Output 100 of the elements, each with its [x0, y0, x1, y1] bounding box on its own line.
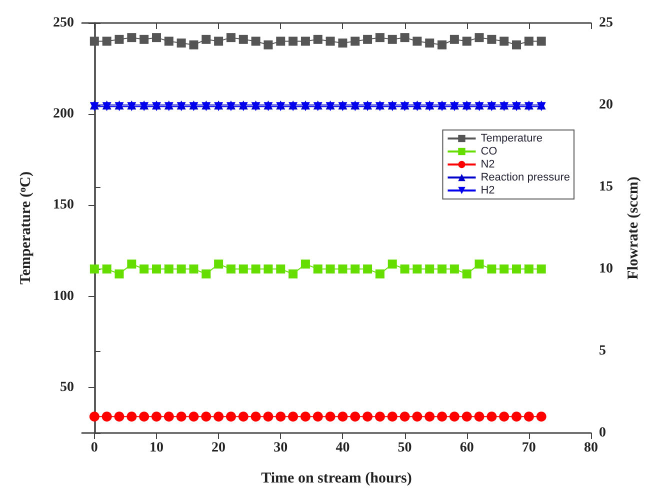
point [338, 264, 348, 274]
point [202, 34, 211, 44]
y-tick-label: 100 [53, 288, 74, 304]
point [152, 264, 161, 274]
y-tick-label: 50 [60, 380, 74, 395]
y2-axis-title: Flowrate (sccm) [626, 176, 642, 280]
x-tick-label: 10 [149, 440, 164, 456]
point [139, 412, 150, 422]
point [176, 264, 186, 274]
point [462, 269, 472, 278]
x-tick-label: 40 [336, 440, 350, 456]
point [536, 36, 546, 46]
point [500, 264, 509, 274]
point [226, 33, 236, 42]
point [412, 36, 422, 46]
point [114, 412, 124, 422]
point [313, 264, 322, 274]
point [388, 34, 397, 44]
point [251, 36, 260, 46]
point [338, 412, 348, 422]
x-tick-label: 80 [584, 440, 598, 456]
legend-label: CO [480, 146, 498, 158]
point [300, 260, 310, 269]
point [425, 38, 434, 48]
y-tick-label: 150 [53, 198, 74, 213]
point [89, 412, 100, 422]
point [412, 264, 422, 274]
point [424, 412, 435, 422]
point [90, 264, 99, 274]
legend-label: H2 [480, 184, 495, 196]
point [500, 36, 509, 46]
point [449, 412, 460, 422]
point [250, 412, 261, 422]
point [276, 36, 286, 46]
point [388, 260, 397, 269]
point [189, 40, 198, 50]
point [326, 36, 335, 46]
point [462, 36, 472, 46]
point [238, 412, 248, 422]
point [412, 412, 422, 422]
x-tick-label: 70 [522, 440, 536, 456]
point [524, 36, 534, 46]
point [214, 412, 224, 422]
legend-label: Reaction pressure [480, 172, 570, 184]
x-tick-label: 0 [90, 440, 98, 456]
point [152, 412, 162, 422]
point [487, 34, 496, 44]
point [251, 264, 260, 274]
point [189, 264, 198, 274]
point [474, 260, 484, 269]
point [425, 264, 434, 274]
point [325, 412, 336, 422]
y-axis-title: Temperature (oC) [18, 172, 34, 284]
point [400, 412, 410, 422]
point [486, 412, 497, 422]
point [102, 36, 112, 46]
point [524, 264, 534, 274]
point [300, 36, 310, 46]
point [312, 412, 323, 422]
point [164, 36, 174, 46]
point [350, 36, 360, 46]
point [536, 264, 546, 274]
x-tick-label: 20 [212, 440, 226, 456]
point [264, 40, 273, 50]
point [363, 264, 372, 274]
point [313, 34, 322, 44]
point [127, 260, 136, 269]
point [512, 264, 522, 274]
point [438, 40, 447, 50]
point [176, 412, 186, 422]
point [338, 38, 348, 48]
point [350, 412, 360, 422]
point [499, 412, 510, 422]
point [512, 412, 522, 422]
point [288, 269, 298, 278]
x-tick-label: 50 [398, 440, 412, 456]
y2-tick-label: 10 [599, 262, 613, 276]
point [363, 34, 372, 44]
legend-label: Temperature [480, 132, 542, 144]
point [214, 260, 224, 269]
y2-tick-label: 25 [599, 16, 613, 30]
x-tick-label: 30 [274, 440, 288, 456]
point [288, 412, 298, 422]
point [114, 269, 124, 278]
point [238, 264, 248, 274]
point [375, 269, 384, 278]
point [102, 264, 112, 274]
point [201, 412, 212, 422]
point [437, 412, 448, 422]
point [276, 264, 286, 274]
point [238, 34, 248, 44]
point [263, 412, 274, 422]
point [152, 33, 161, 42]
point [374, 412, 385, 422]
point [276, 412, 286, 422]
point [264, 264, 273, 274]
y2-tick-label: 15 [599, 180, 613, 194]
point [450, 264, 459, 274]
point [127, 33, 136, 42]
y-tick-label: 250 [53, 16, 74, 30]
